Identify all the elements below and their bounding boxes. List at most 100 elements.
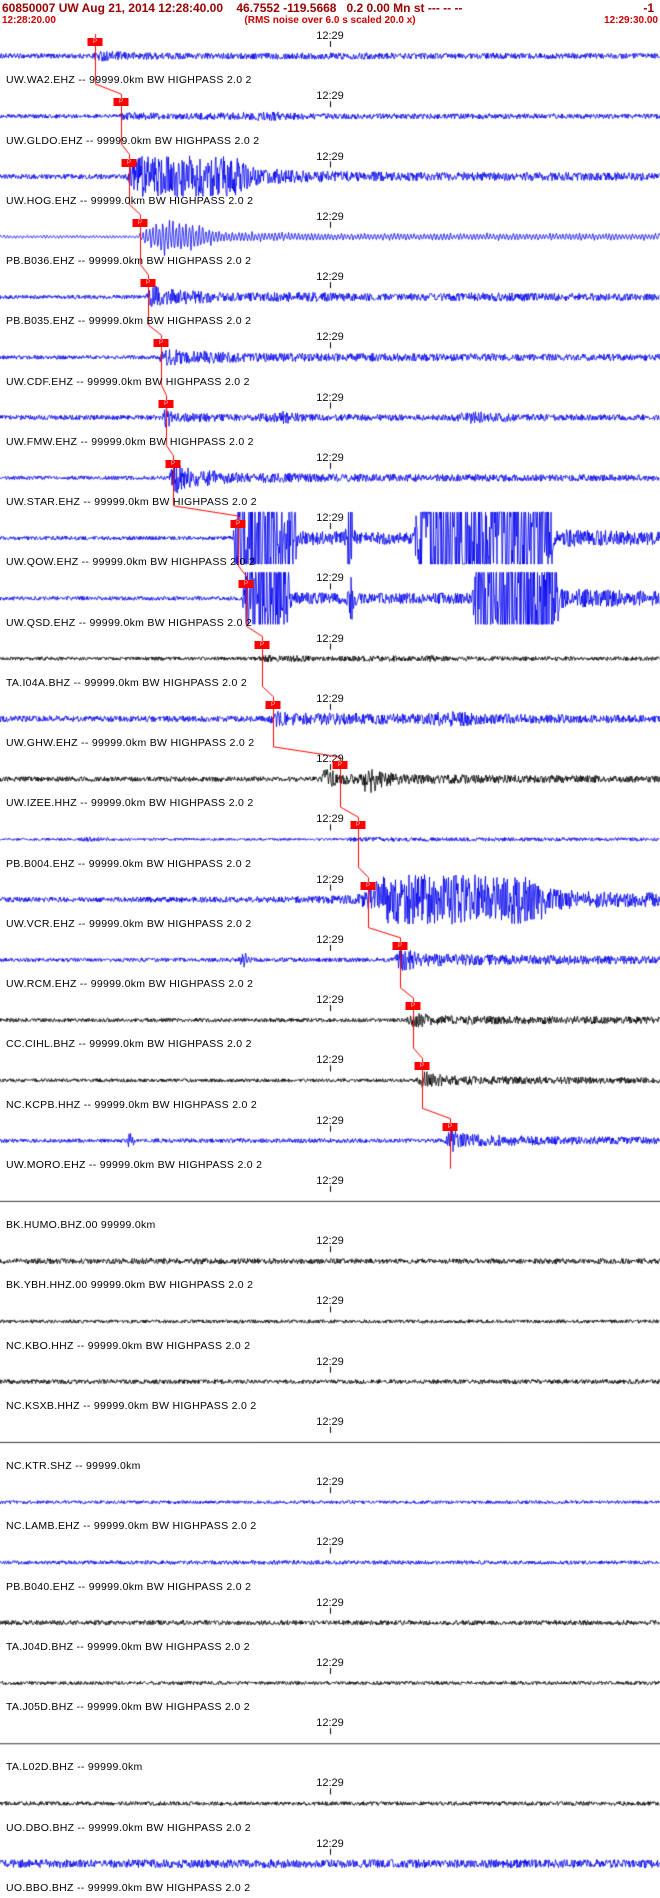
trace-row[interactable]: 12:29 PB.B004.EHZ -- 99999.0km BW HIGHPAS… [0, 813, 660, 873]
minute-time-label: 12:29 [316, 813, 344, 826]
trace-row[interactable]: 12:29 UW.WA2.EHZ -- 99999.0km BW HIGHPASS… [0, 30, 660, 90]
minute-time-label: 12:29 [316, 933, 344, 946]
pick-flag-label: P [170, 460, 175, 467]
station-label: TA.L02D.BHZ -- 99999.0km [6, 1761, 143, 1774]
header: 60850007 UW Aug 21, 2014 12:28:40.00 46.… [0, 0, 660, 30]
pick-flag[interactable]: P [87, 38, 103, 46]
trace-row[interactable]: 12:29 UW.CDF.EHZ -- 99999.0km BW HIGHPASS… [0, 331, 660, 391]
pick-flag-label: P [259, 641, 264, 648]
trace-row[interactable]: 12:29 UW.QOW.EHZ -- 99999.0km BW HIGHPASS… [0, 512, 660, 572]
station-label: UO.BBO.BHZ -- 99999.0km BW HIGHPASS 2.0 … [6, 1881, 251, 1894]
trace-row[interactable]: 12:29 NC.KCPB.HHZ -- 99999.0km BW HIGHPAS… [0, 1054, 660, 1114]
minute-time-label: 12:29 [316, 632, 344, 645]
pick-flag[interactable]: P [265, 700, 281, 709]
pick-flag[interactable]: P [254, 640, 270, 649]
minute-time-label: 12:29 [316, 1415, 344, 1428]
trace-row[interactable]: 12:29 UW.HOG.EHZ -- 99999.0km BW HIGHPASS… [0, 151, 660, 211]
pick-flag-label: P [410, 1003, 415, 1010]
station-label: UW.VCR.EHZ -- 99999.0km BW HIGHPASS 2.0 … [6, 917, 252, 930]
trace-row[interactable]: 12:29 UW.IZEE.HHZ -- 99999.0km BW HIGHPAS… [0, 753, 660, 813]
trace-row[interactable]: 12:29 CC.CIHL.BHZ -- 99999.0km BW HIGHPAS… [0, 994, 660, 1054]
station-label: UW.GHW.EHZ -- 99999.0km BW HIGHPASS 2.0 … [6, 737, 255, 750]
minute-time-label: 12:29 [316, 1596, 344, 1609]
trace-row[interactable]: 12:29 NC.KBO.HHZ -- 99999.0km BW HIGHPASS… [0, 1295, 660, 1355]
station-label: NC.KCPB.HHZ -- 99999.0km BW HIGHPASS 2.0… [6, 1098, 258, 1111]
minute-time-label: 12:29 [316, 210, 344, 223]
station-label: UW.GLDO.EHZ -- 99999.0km BW HIGHPASS 2.0… [6, 134, 260, 147]
minute-time-label: 12:29 [316, 1536, 344, 1549]
pick-flag-label: P [243, 581, 248, 588]
minute-time-label: 12:29 [316, 512, 344, 525]
trace-row[interactable]: 12:29 PB.B040.EHZ -- 99999.0km BW HIGHPAS… [0, 1536, 660, 1596]
pick-flag[interactable]: P [165, 459, 181, 468]
trace-row[interactable]: 12:29 UW.QSD.EHZ -- 99999.0km BW HIGHPASS… [0, 572, 660, 632]
event-summary: 60850007 UW Aug 21, 2014 12:28:40.00 46.… [2, 1, 463, 15]
station-label: UW.IZEE.HHZ -- 99999.0km BW HIGHPASS 2.0… [6, 797, 254, 810]
station-label: UW.WA2.EHZ -- 99999.0km BW HIGHPASS 2.0 … [6, 74, 252, 87]
minute-time-label: 12:29 [316, 1355, 344, 1368]
pick-flag[interactable]: P [121, 158, 137, 167]
minute-time-label: 12:29 [316, 994, 344, 1007]
trace-row[interactable]: 12:29 UW.GHW.EHZ -- 99999.0km BW HIGHPASS… [0, 693, 660, 753]
pick-flag[interactable]: P [392, 941, 408, 950]
trace-row[interactable]: 12:29 NC.LAMB.EHZ -- 99999.0km BW HIGHPAS… [0, 1476, 660, 1536]
station-label: TA.J05D.BHZ -- 99999.0km BW HIGHPASS 2.0… [6, 1701, 250, 1714]
window-header-line: 12:28:20.00 (RMS noise over 6.0 s scaled… [0, 15, 660, 26]
pick-flag-label: P [365, 882, 370, 889]
pick-flag[interactable]: P [153, 339, 169, 348]
pick-flag-label: P [397, 942, 402, 949]
pick-flag[interactable]: P [238, 580, 254, 589]
waveform-canvas[interactable] [0, 30, 660, 1898]
pick-flag[interactable]: P [332, 761, 348, 770]
trace-row[interactable]: 12:29 NC.KTR.SHZ -- 99999.0km [0, 1416, 660, 1476]
trace-row[interactable]: 12:29 UW.MORO.EHZ -- 99999.0km BW HIGHPAS… [0, 1115, 660, 1175]
station-label: PB.B040.EHZ -- 99999.0km BW HIGHPASS 2.0… [6, 1580, 252, 1593]
trace-row[interactable]: 12:29 TA.I04A.BHZ -- 99999.0km BW HIGHPAS… [0, 633, 660, 693]
trace-row[interactable]: 12:29 UW.RCM.EHZ -- 99999.0km BW HIGHPASS… [0, 934, 660, 994]
station-label: UW.QSD.EHZ -- 99999.0km BW HIGHPASS 2.0 … [6, 616, 253, 629]
pick-flag-label: P [163, 400, 168, 407]
minute-time-label: 12:29 [316, 1235, 344, 1248]
window-start-time: 12:28:20.00 [2, 15, 56, 26]
event-flag: -1 [643, 1, 654, 15]
trace-row[interactable]: 12:29 PB.B035.EHZ -- 99999.0km BW HIGHPAS… [0, 271, 660, 331]
trace-row[interactable]: 12:29 TA.L02D.BHZ -- 99999.0km [0, 1717, 660, 1777]
pick-flag-label: P [355, 822, 360, 829]
minute-time-label: 12:29 [316, 30, 344, 42]
pick-flag[interactable]: P [414, 1062, 430, 1071]
pick-flag[interactable]: P [132, 218, 148, 227]
trace-row[interactable]: 12:29 UW.FMW.EHZ -- 99999.0km BW HIGHPASS… [0, 392, 660, 452]
trace-row[interactable]: 12:29 BK.HUMO.BHZ.00 99999.0km [0, 1175, 660, 1235]
pick-flag[interactable]: P [360, 881, 376, 890]
trace-row[interactable]: 12:29 PB.B036.EHZ -- 99999.0km BW HIGHPAS… [0, 211, 660, 271]
minute-time-label: 12:29 [316, 331, 344, 344]
minute-time-label: 12:29 [316, 1114, 344, 1127]
pick-flag-label: P [126, 159, 131, 166]
minute-time-label: 12:29 [316, 90, 344, 103]
pick-flag-label: P [158, 340, 163, 347]
pick-flag[interactable]: P [113, 98, 129, 107]
trace-row[interactable]: 12:29 NC.KSXB.HHZ -- 99999.0km BW HIGHPAS… [0, 1356, 660, 1416]
trace-row[interactable]: 12:29 TA.J05D.BHZ -- 99999.0km BW HIGHPAS… [0, 1657, 660, 1717]
station-label: UW.STAR.EHZ -- 99999.0km BW HIGHPASS 2.0… [6, 496, 257, 509]
station-label: UW.CDF.EHZ -- 99999.0km BW HIGHPASS 2.0 … [6, 375, 250, 388]
trace-row[interactable]: 12:29 UO.BBO.BHZ -- 99999.0km BW HIGHPASS… [0, 1838, 660, 1898]
pick-flag[interactable]: P [405, 1002, 421, 1011]
station-label: NC.KTR.SHZ -- 99999.0km [6, 1460, 141, 1473]
trace-row[interactable]: 12:29 TA.J04D.BHZ -- 99999.0km BW HIGHPAS… [0, 1597, 660, 1657]
trace-row[interactable]: 12:29 UO.DBO.BHZ -- 99999.0km BW HIGHPASS… [0, 1777, 660, 1837]
trace-row[interactable]: 12:29 UW.VCR.EHZ -- 99999.0km BW HIGHPASS… [0, 874, 660, 934]
trace-row[interactable]: 12:29 UW.GLDO.EHZ -- 99999.0km BW HIGHPAS… [0, 90, 660, 150]
pick-flag-label: P [447, 1123, 452, 1130]
pick-flag[interactable]: P [442, 1122, 458, 1131]
pick-flag[interactable]: P [158, 399, 174, 408]
trace-row[interactable]: 12:29 UW.STAR.EHZ -- 99999.0km BW HIGHPAS… [0, 452, 660, 512]
pick-flag[interactable]: P [140, 279, 156, 288]
pick-flag-label: P [118, 99, 123, 106]
pick-flag[interactable]: P [350, 821, 366, 830]
minute-time-label: 12:29 [316, 1054, 344, 1067]
pick-flag[interactable]: P [230, 520, 246, 529]
pick-flag-label: P [92, 39, 97, 45]
trace-row[interactable]: 12:29 BK.YBH.HHZ.00 99999.0km BW HIGHPASS… [0, 1235, 660, 1295]
minute-time-label: 12:29 [316, 150, 344, 163]
